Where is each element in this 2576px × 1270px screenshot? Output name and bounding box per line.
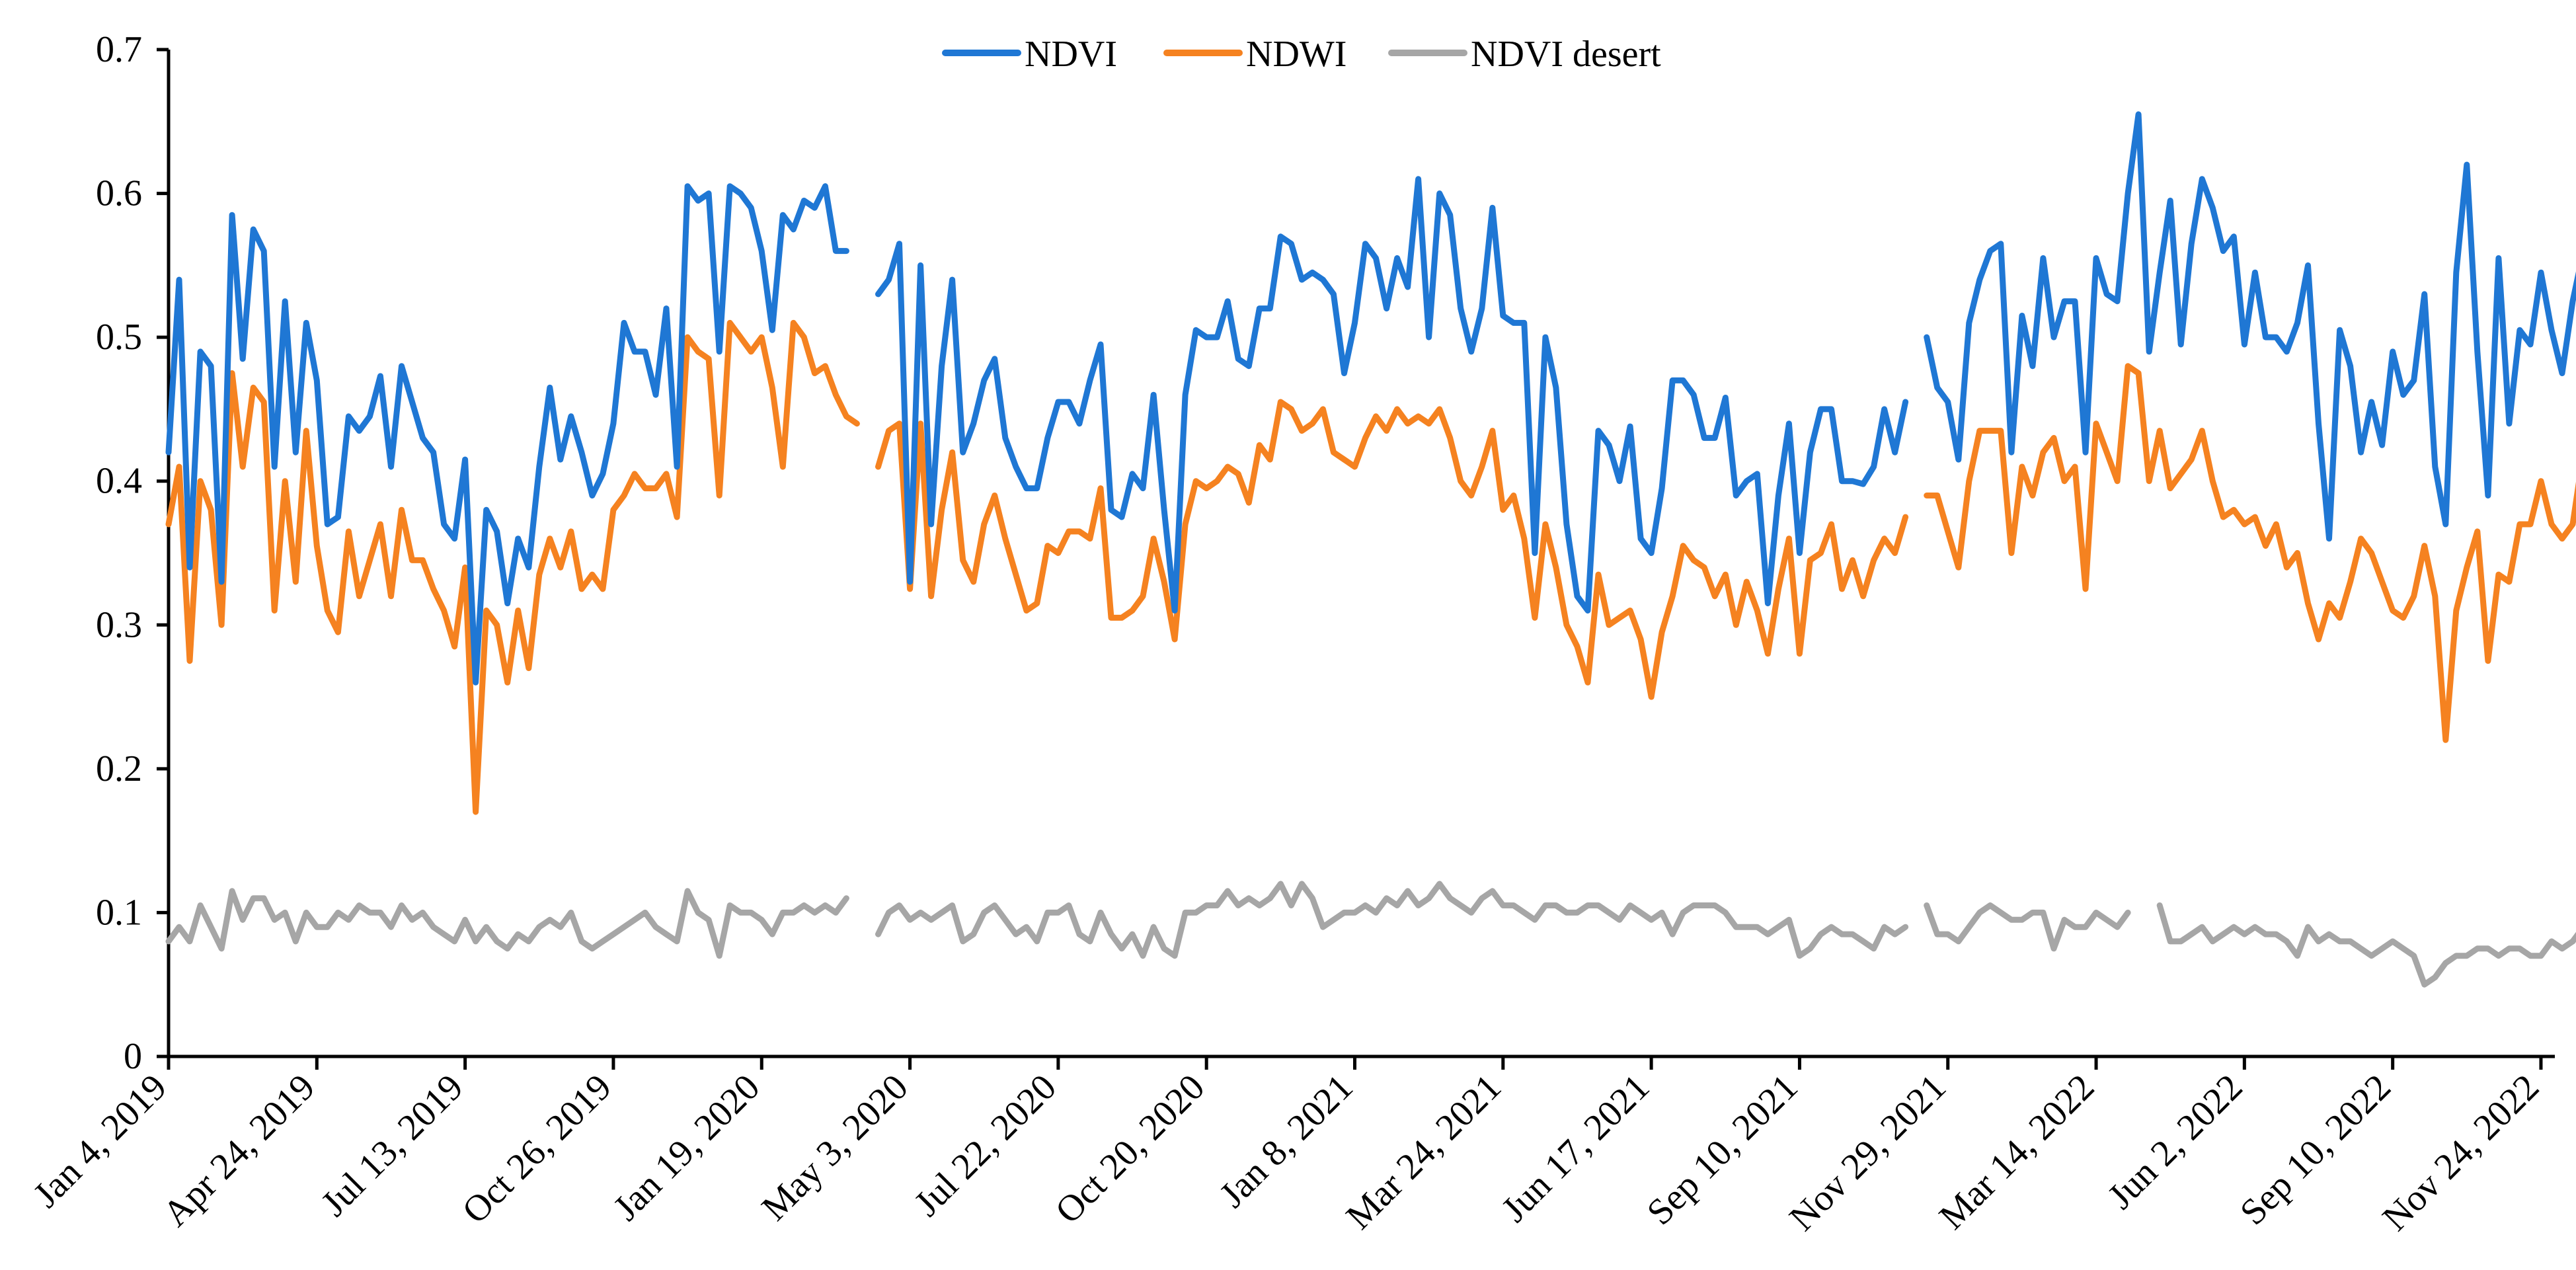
x-tick-label: Mar 14, 2022	[1932, 1066, 2102, 1237]
x-tick-label: Oct 26, 2019	[455, 1066, 620, 1232]
x-tick-label: Nov 24, 2022	[2375, 1066, 2548, 1239]
y-tick-label: 0.5	[96, 317, 142, 358]
y-tick-label: 0.2	[96, 748, 142, 789]
x-tick-label: Nov 29, 2021	[1781, 1066, 1954, 1239]
x-tick-label: Mar 24, 2021	[1339, 1066, 1509, 1237]
legend: NDVI NDWI NDVI desert	[942, 34, 1661, 75]
series-line-ndwi	[1924, 363, 2576, 743]
y-tick-label: 0.4	[96, 461, 142, 502]
x-tick-label: Jul 22, 2020	[907, 1066, 1065, 1224]
x-tick-label: Jun 17, 2021	[1494, 1066, 1657, 1230]
y-tick-label: 0	[124, 1036, 142, 1077]
x-tick-label: Apr 24, 2019	[155, 1066, 323, 1234]
legend-label-ndvi: NDVI	[1025, 34, 1117, 75]
series-line-ndvi-desert	[2156, 902, 2576, 988]
x-tick-label: Jun 2, 2022	[2100, 1066, 2251, 1217]
x-tick-label: Oct 20, 2020	[1048, 1066, 1213, 1232]
series-line-ndwi	[165, 319, 860, 815]
legend-label-ndvi-desert: NDVI desert	[1471, 34, 1661, 75]
series-line-ndvi-desert	[165, 888, 849, 959]
series-line-ndvi-desert	[875, 881, 1909, 959]
x-tick-label: Jul 13, 2019	[313, 1066, 471, 1224]
series-line-ndvi	[1924, 111, 2576, 542]
x-tick-label: Sep 10, 2022	[2232, 1066, 2399, 1233]
y-tick-label: 0.3	[96, 604, 142, 645]
series-line-ndvi	[875, 176, 1909, 614]
series-line-ndvi	[165, 183, 849, 686]
x-tick-label: Jan 4, 2019	[26, 1066, 175, 1215]
legend-label-ndwi: NDWI	[1246, 34, 1347, 75]
y-tick-label: 0.7	[96, 29, 142, 70]
series-line-ndwi	[875, 399, 1909, 700]
y-tick-label: 0.1	[96, 892, 142, 933]
x-tick-label: Jan 8, 2021	[1212, 1066, 1360, 1215]
x-tick-label: Sep 10, 2021	[1639, 1066, 1806, 1233]
series-line-ndvi-desert	[1924, 902, 2131, 952]
y-tick-label: 0.6	[96, 173, 142, 214]
series-layer	[165, 111, 2576, 988]
x-tick-label: Jan 19, 2020	[605, 1066, 767, 1228]
x-tick-label: May 3, 2020	[754, 1066, 916, 1228]
